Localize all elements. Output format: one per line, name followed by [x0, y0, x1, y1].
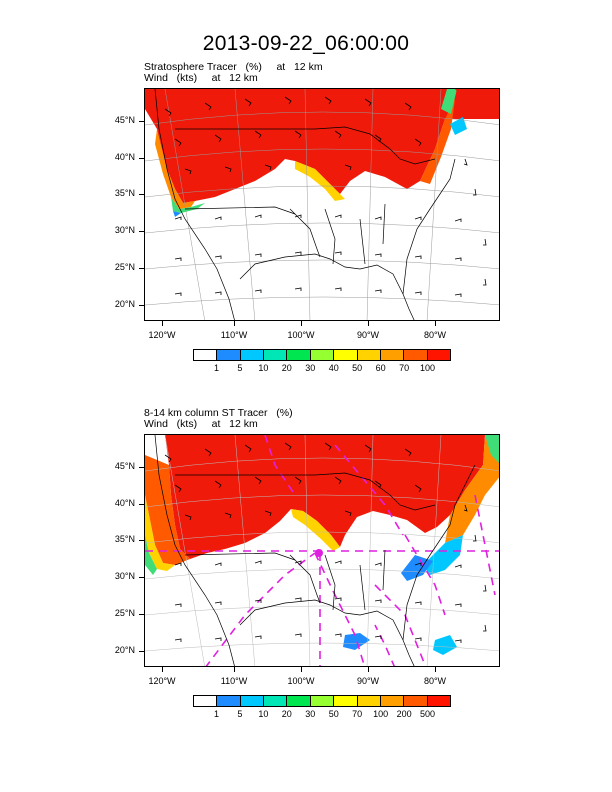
panel1-lat-label: 40°N: [114, 152, 135, 162]
colorbar-label: 200: [396, 709, 412, 719]
dashed-contours: [145, 435, 499, 666]
tracer-field-west-yellow: [145, 495, 175, 571]
wind-barbs: [164, 442, 487, 643]
panel1-wind-label: Wind (kts) at 12 km: [144, 72, 258, 84]
panel2-lat-label: 20°N: [114, 645, 135, 655]
tracer-field-gulf-blue: [343, 633, 370, 650]
panel1-lat-label: 25°N: [114, 262, 135, 272]
colorbar-box: [310, 350, 335, 360]
tracer-field-ne-spot: [450, 117, 467, 135]
colorbar-box: [404, 350, 428, 360]
colorbar-label: 10: [258, 709, 269, 719]
panel2-lat-label: 25°N: [114, 608, 135, 618]
tracer-field-east-edge: [420, 99, 455, 184]
panel1-lat-label: 30°N: [114, 225, 135, 235]
panel1-lon-label: 80°W: [423, 330, 447, 340]
colorbar-box: [310, 696, 335, 706]
colorbar-label: 70: [399, 363, 410, 373]
panel2-lon-label: 80°W: [423, 676, 447, 686]
colorbar-box: [240, 350, 265, 360]
tracer-field-gulf-edge: [291, 509, 340, 551]
colorbar-box: [287, 350, 311, 360]
colorbar-box: [240, 696, 265, 706]
tracer-field-west-green: [145, 535, 157, 575]
panel2-lon-label: 110°W: [220, 676, 248, 686]
colorbar-box: [427, 696, 450, 706]
panel2-map: [144, 434, 500, 667]
tracer-field-east-green: [441, 89, 457, 114]
panel1-lat-label: 20°N: [114, 299, 135, 309]
colorbar-box: [380, 696, 405, 706]
colorbar-box: [427, 350, 450, 360]
panel1-lat-label: 45°N: [114, 115, 135, 125]
panel1-lon-label: 110°W: [220, 330, 248, 340]
panel2-lon-label: 90°W: [356, 676, 380, 686]
colorbar-label: 1: [213, 709, 219, 719]
colorbar-box: [217, 350, 241, 360]
colorbar-label: 100: [373, 709, 389, 719]
panel2-lat-label: 35°N: [114, 534, 135, 544]
panel1-lat-label: 35°N: [114, 188, 135, 198]
panel1-colorbar: [193, 349, 451, 361]
colorbar-label: 100: [420, 363, 436, 373]
tracer-field-west-orange: [145, 455, 190, 565]
panel1-lon-label: 100°W: [287, 330, 315, 340]
panel2-lat-label: 40°N: [114, 498, 135, 508]
colorbar-label: 5: [237, 709, 243, 719]
colorbar-label: 5: [237, 363, 243, 373]
colorbar-label: 30: [305, 709, 316, 719]
colorbar-label: 50: [352, 363, 363, 373]
colorbar-box: [334, 350, 358, 360]
colorbar-box: [380, 350, 405, 360]
colorbar-label: 20: [281, 709, 292, 719]
colorbar-label: 20: [281, 363, 292, 373]
tracer-field-ne-green: [485, 435, 499, 463]
colorbar-box: [194, 696, 218, 706]
coastline: [154, 89, 456, 320]
colorbar-label: 500: [420, 709, 436, 719]
panel2-lat-label: 45°N: [114, 461, 135, 471]
tracer-field-gulf-blue2: [433, 635, 457, 655]
tracer-field-edge-blue: [173, 211, 181, 217]
colorbar-box: [264, 696, 288, 706]
panel1-field-label: Stratosphere Tracer (%) at 12 km: [144, 61, 323, 73]
panel1-lon-label: 90°W: [356, 330, 380, 340]
tracer-field-edge-orange: [155, 129, 195, 209]
colorbar-label: 10: [258, 363, 269, 373]
colorbar-box: [194, 350, 218, 360]
colorbar-box: [357, 350, 381, 360]
tracer-field-high: [165, 435, 485, 559]
panel2-lon-label: 100°W: [287, 676, 315, 686]
tracer-field-coast-cyan: [423, 535, 463, 575]
colorbar-box: [357, 696, 381, 706]
tracer-field-gulf-edge: [295, 161, 345, 201]
colorbar-label: 30: [305, 363, 316, 373]
colorbar-label: 40: [328, 363, 339, 373]
panel2-field-label: 8-14 km column ST Tracer (%): [144, 407, 293, 419]
panel1-lon-label: 120°W: [148, 330, 176, 340]
colorbar-label: 60: [375, 363, 386, 373]
colorbar-box: [334, 696, 358, 706]
panel1-map: [144, 88, 500, 321]
coastline: [154, 435, 476, 666]
dashed-contour-center: [315, 549, 323, 557]
colorbar-box: [287, 696, 311, 706]
colorbar-box: [404, 696, 428, 706]
panel2-lon-label: 120°W: [148, 676, 176, 686]
tracer-field-ne-red: [455, 89, 499, 109]
tracer-field-high: [145, 89, 499, 203]
colorbar-label: 70: [352, 709, 363, 719]
colorbar-label: 50: [328, 709, 339, 719]
panel2-colorbar: [193, 695, 451, 707]
plot-title: 2013-09-22_06:00:00: [202, 32, 410, 55]
tracer-field-ne-orange: [445, 435, 499, 543]
colorbar-label: 1: [213, 363, 219, 373]
graticule: [145, 89, 499, 320]
colorbar-box: [264, 350, 288, 360]
wind-barbs: [164, 96, 487, 297]
tracer-field-coast-blue: [401, 555, 433, 581]
panel2-lat-label: 30°N: [114, 571, 135, 581]
colorbar-box: [217, 696, 241, 706]
panel2-wind-label: Wind (kts) at 12 km: [144, 418, 258, 430]
